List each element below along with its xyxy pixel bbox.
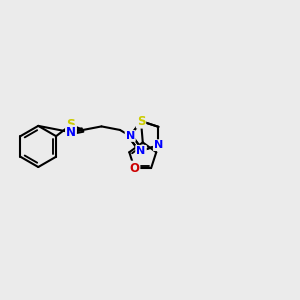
Text: O: O [129,162,140,175]
Text: S: S [137,115,145,128]
Text: N: N [136,146,146,156]
Text: N: N [66,126,76,139]
Text: N: N [154,140,163,150]
Text: S: S [67,118,76,131]
Text: N: N [136,146,146,156]
Text: N: N [126,131,135,141]
